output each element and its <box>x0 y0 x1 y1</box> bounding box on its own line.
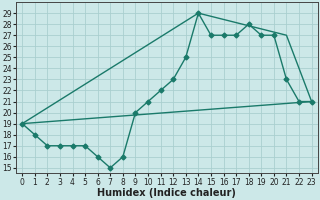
X-axis label: Humidex (Indice chaleur): Humidex (Indice chaleur) <box>98 188 236 198</box>
